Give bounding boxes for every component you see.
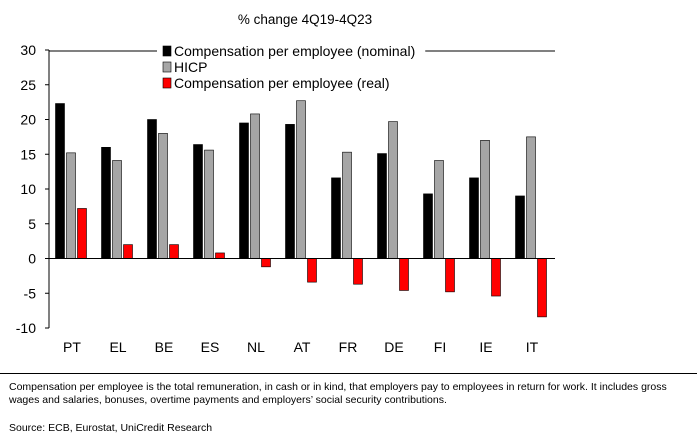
- bar-de-series-3: [399, 258, 409, 291]
- legend-label-series-1: Compensation per employee (nominal): [174, 43, 415, 59]
- legend: Compensation per employee (nominal)HICPC…: [49, 43, 555, 91]
- bar-fr-series-3: [353, 258, 363, 285]
- x-tick-label: FI: [434, 339, 446, 355]
- y-tick-label: 0: [28, 251, 36, 267]
- bar-de-series-2: [388, 121, 398, 259]
- y-tick-label: 10: [20, 181, 36, 197]
- chart-title: % change 4Q19-4Q23: [238, 12, 372, 27]
- y-tick-label: 30: [20, 42, 36, 58]
- chart: % change 4Q19-4Q23 PT EL BE ES NL AT FR DE FI IE I…: [16, 12, 555, 355]
- x-tick-label: FR: [339, 339, 358, 355]
- bars-group: [55, 100, 547, 318]
- bar-be-series-2: [158, 133, 168, 259]
- bar-at-series-1: [285, 124, 295, 259]
- x-tick-label: IE: [479, 339, 492, 355]
- bar-be-series-1: [147, 119, 157, 259]
- footnote: Compensation per employee is the total r…: [9, 381, 667, 406]
- bar-de-series-1: [377, 153, 387, 259]
- bar-at-series-2: [296, 100, 306, 259]
- footnote-divider: [0, 373, 697, 374]
- source-note: Source: ECB, Eurostat, UniCredit Researc…: [9, 422, 213, 434]
- bar-at-series-3: [307, 258, 317, 283]
- bar-pt-series-3: [77, 208, 87, 259]
- legend-swatch-series-3: [162, 77, 172, 89]
- bar-ie-series-3: [491, 258, 501, 297]
- bar-it-series-2: [526, 136, 536, 259]
- bar-fr-series-2: [342, 151, 352, 259]
- x-tick-label: IT: [526, 339, 539, 355]
- y-tick-label: -10: [16, 320, 36, 336]
- bar-fr-series-1: [331, 177, 341, 259]
- bar-es-series-3: [215, 252, 225, 259]
- y-tick-label: 25: [20, 77, 36, 93]
- x-tick-label: AT: [294, 339, 311, 355]
- bar-es-series-2: [204, 149, 214, 259]
- bar-el-series-3: [123, 244, 133, 259]
- bar-fi-series-3: [445, 258, 455, 293]
- y-tick-label: -5: [24, 285, 37, 301]
- bar-nl-series-1: [239, 122, 249, 259]
- bar-pt-series-2: [66, 152, 76, 259]
- bar-pt-series-1: [55, 103, 65, 259]
- x-tick-label: PT: [63, 339, 81, 355]
- legend-label-series-2: HICP: [174, 59, 207, 75]
- bar-nl-series-3: [261, 258, 271, 268]
- bar-nl-series-2: [250, 113, 260, 259]
- bar-it-series-3: [537, 258, 547, 318]
- x-tick-label: ES: [201, 339, 220, 355]
- x-tick-label: NL: [247, 339, 265, 355]
- bar-fi-series-2: [434, 160, 444, 259]
- y-tick-label: 5: [28, 216, 36, 232]
- bar-es-series-1: [193, 144, 203, 259]
- y-tick-label: 15: [20, 146, 36, 162]
- x-tick-label: EL: [109, 339, 126, 355]
- bar-ie-series-1: [469, 177, 479, 259]
- bar-el-series-1: [101, 147, 111, 259]
- bar-fi-series-1: [423, 193, 433, 259]
- bar-el-series-2: [112, 160, 122, 259]
- legend-label-series-3: Compensation per employee (real): [174, 75, 390, 91]
- axes-group: PT EL BE ES NL AT FR DE FI IE IT 30 25 20 15 10 5 0 -5 -10: [16, 42, 555, 355]
- bar-ie-series-2: [480, 140, 490, 259]
- x-tick-label: DE: [384, 339, 403, 355]
- bar-it-series-1: [515, 195, 525, 259]
- legend-swatch-series-1: [162, 45, 172, 57]
- legend-swatch-series-2: [162, 61, 172, 73]
- x-tick-label: BE: [155, 339, 174, 355]
- bar-be-series-3: [169, 244, 179, 259]
- y-tick-label: 20: [20, 112, 36, 128]
